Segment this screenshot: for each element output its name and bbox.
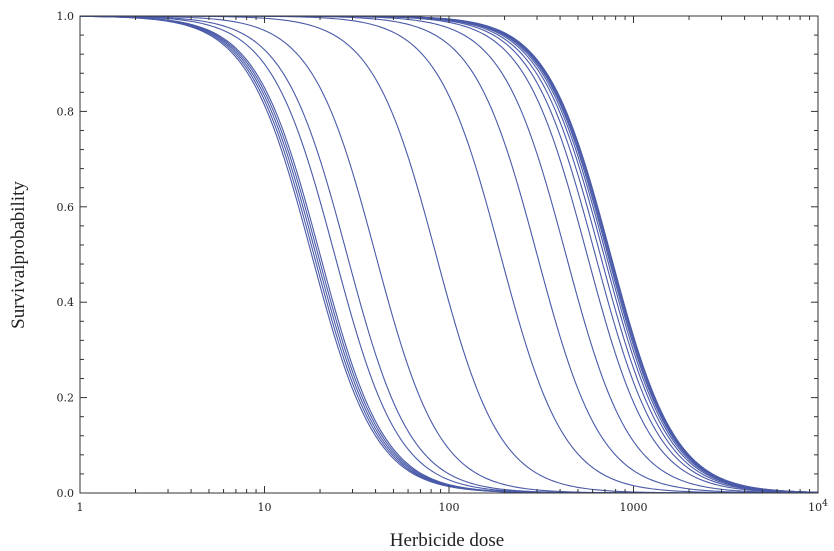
y-tick-label: 0.2 bbox=[57, 392, 75, 405]
survival-curve-12 bbox=[80, 15, 819, 494]
x-tick-label: 104 bbox=[808, 499, 828, 514]
y-tick-label: 0.4 bbox=[57, 296, 75, 309]
x-tick-label: 1 bbox=[77, 501, 84, 514]
survival-curve-21 bbox=[80, 15, 819, 493]
x-tick-label: 100 bbox=[439, 501, 460, 514]
tick-marks bbox=[79, 15, 819, 494]
survival-curve-18 bbox=[80, 15, 819, 493]
survival-curve-19 bbox=[80, 15, 819, 493]
survival-curve-11 bbox=[80, 15, 819, 494]
survival-curve-15 bbox=[80, 15, 819, 494]
survival-curve-17 bbox=[80, 15, 819, 493]
survival-curve-20 bbox=[80, 15, 819, 493]
y-tick-label: 0.0 bbox=[57, 487, 75, 500]
survival-curve-16 bbox=[80, 15, 819, 493]
x-tick-label: 10 bbox=[258, 501, 272, 514]
survival-curve-10 bbox=[80, 15, 819, 494]
survival-curve-13 bbox=[80, 15, 819, 494]
survival-curve-2 bbox=[79, 15, 818, 494]
survival-curve-4 bbox=[79, 15, 818, 494]
tick-labels: 1 10 100 1000 104 0.0 0.2 0.4 0.6 0.8 1.0 bbox=[57, 10, 829, 514]
survival-curve-3 bbox=[79, 15, 818, 494]
survival-curve-7 bbox=[79, 15, 818, 494]
y-axis-label: Survivalprobability bbox=[8, 181, 29, 329]
plot-frame bbox=[79, 15, 819, 494]
survival-curve-8 bbox=[80, 15, 818, 494]
x-axis-label: Herbicide dose bbox=[390, 530, 504, 551]
y-tick-label: 0.6 bbox=[57, 201, 75, 214]
survival-curve-9 bbox=[80, 15, 818, 494]
x-tick-label: 1000 bbox=[620, 501, 648, 514]
y-tick-label: 0.8 bbox=[57, 105, 75, 118]
survival-curve-1 bbox=[79, 15, 818, 494]
survival-curve-5 bbox=[79, 15, 818, 494]
survival-curve-6 bbox=[79, 15, 818, 494]
curve-group bbox=[79, 15, 819, 494]
y-tick-label: 1.0 bbox=[57, 10, 75, 23]
survival-curve-14 bbox=[80, 15, 819, 494]
